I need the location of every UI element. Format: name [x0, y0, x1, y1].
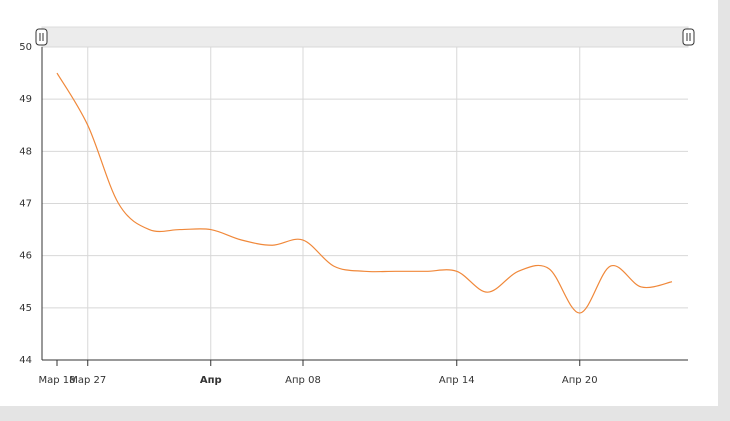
x-tick-label: Мар 18 [38, 375, 75, 386]
line-series [56, 72, 673, 314]
x-tick-label: Апр 08 [285, 375, 321, 386]
y-tick-label: 45 [19, 303, 32, 314]
y-tick-label: 47 [19, 199, 32, 210]
x-tick-label: Апр 14 [439, 375, 475, 386]
scroll-handle-left[interactable] [35, 28, 48, 46]
scrollbar[interactable] [41, 26, 689, 48]
y-tick-label: 44 [19, 355, 32, 366]
x-tick-label: Апр [200, 375, 222, 386]
scroll-handle-right[interactable] [682, 28, 695, 46]
x-tick-label: Апр 20 [562, 375, 598, 386]
y-tick-label: 46 [19, 251, 32, 262]
x-tick-label: Мар 27 [69, 375, 106, 386]
handle-grip [686, 33, 691, 41]
handle-grip [39, 33, 44, 41]
y-tick-label: 49 [19, 94, 32, 105]
y-tick-label: 50 [19, 42, 32, 53]
y-tick-label: 48 [19, 146, 32, 157]
